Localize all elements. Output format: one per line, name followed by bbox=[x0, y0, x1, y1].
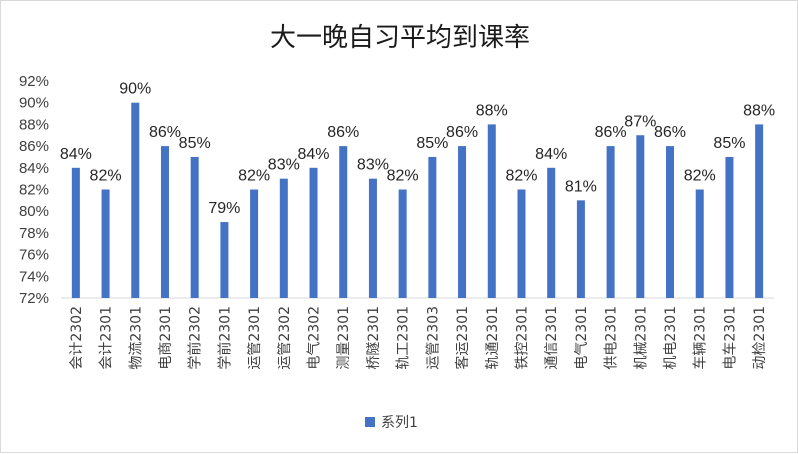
data-label-6: 79% bbox=[208, 200, 240, 217]
category-label-5: 学前2302 bbox=[187, 306, 204, 370]
bar-9 bbox=[309, 167, 318, 298]
y-tick-label: 76% bbox=[19, 247, 49, 264]
bar-21 bbox=[666, 146, 675, 298]
bar-14 bbox=[458, 146, 467, 298]
category-label-9: 电气2302 bbox=[307, 306, 323, 370]
data-label-11: 83% bbox=[357, 157, 389, 174]
bar-13 bbox=[428, 156, 437, 298]
data-label-8: 83% bbox=[268, 157, 300, 174]
data-label-23: 85% bbox=[713, 135, 745, 152]
data-label-4: 86% bbox=[149, 124, 181, 141]
category-label-8: 运管2302 bbox=[277, 306, 293, 370]
data-label-21: 86% bbox=[654, 124, 686, 141]
bar-series bbox=[71, 102, 764, 299]
category-label-21: 机电2301 bbox=[663, 306, 679, 370]
data-label-1: 84% bbox=[60, 146, 92, 163]
data-label-18: 81% bbox=[565, 178, 597, 195]
category-label-2: 会计2301 bbox=[99, 306, 115, 370]
data-label-3: 90% bbox=[119, 81, 151, 98]
category-label-23: 电车2301 bbox=[721, 306, 738, 370]
legend: 系列1 bbox=[365, 415, 418, 431]
bar-5 bbox=[190, 156, 199, 298]
category-label-22: 车辆2301 bbox=[692, 306, 709, 370]
data-label-20: 87% bbox=[624, 113, 656, 130]
y-tick-label: 78% bbox=[19, 225, 49, 242]
category-label-1: 会计2302 bbox=[69, 306, 85, 370]
data-label-14: 86% bbox=[446, 124, 478, 141]
bar-3 bbox=[131, 102, 140, 298]
category-label-24: 动检2301 bbox=[752, 306, 768, 370]
y-axis: 72% 74% 76% 78% 80% 82% 84% 86% 88% 90% 92% bbox=[19, 73, 49, 307]
category-label-16: 铁控2301 bbox=[514, 306, 530, 370]
y-tick-label: 74% bbox=[19, 268, 49, 285]
bar-15 bbox=[487, 124, 496, 299]
category-label-17: 通信2301 bbox=[544, 306, 560, 370]
y-tick-label: 84% bbox=[19, 160, 49, 177]
data-label-5: 85% bbox=[179, 135, 211, 152]
data-label-7: 82% bbox=[238, 168, 270, 185]
data-label-2: 82% bbox=[90, 168, 122, 185]
data-label-15: 88% bbox=[476, 102, 508, 119]
category-label-4: 电商2301 bbox=[158, 306, 174, 370]
bar-22 bbox=[695, 189, 704, 298]
category-label-20: 机械2301 bbox=[633, 306, 649, 370]
bar-7 bbox=[250, 189, 259, 298]
data-label-12: 82% bbox=[387, 168, 419, 185]
data-label-9: 84% bbox=[298, 146, 330, 163]
data-label-16: 82% bbox=[505, 168, 537, 185]
bar-8 bbox=[279, 178, 288, 298]
category-label-15: 轨通2301 bbox=[485, 306, 501, 370]
y-tick-label: 86% bbox=[19, 138, 49, 155]
bar-4 bbox=[160, 146, 169, 298]
chart-title: 大一晚自习平均到课率 bbox=[270, 23, 530, 53]
data-label-19: 86% bbox=[595, 124, 627, 141]
bar-20 bbox=[636, 135, 645, 298]
data-labels: 84%82%90%86%85%79%82%83%84%86%83%82%85%8… bbox=[60, 81, 775, 217]
data-label-22: 82% bbox=[684, 168, 716, 185]
legend-label-series-1: 系列1 bbox=[381, 415, 418, 431]
category-label-12: 轨工2301 bbox=[396, 306, 412, 370]
bar-24 bbox=[755, 124, 764, 299]
category-label-19: 供电2301 bbox=[604, 306, 620, 370]
category-label-3: 物流2301 bbox=[128, 306, 144, 370]
y-tick-label: 82% bbox=[19, 182, 49, 199]
y-tick-label: 72% bbox=[19, 290, 49, 307]
bar-18 bbox=[576, 200, 585, 298]
bar-1 bbox=[71, 167, 80, 298]
y-tick-label: 80% bbox=[19, 203, 49, 220]
y-tick-label: 90% bbox=[19, 95, 49, 112]
y-tick-label: 92% bbox=[19, 73, 49, 90]
category-labels: 会计2302 会计2301 物流2301 电商2301 学前2302 学前2301 运管23… bbox=[69, 306, 768, 370]
bar-6 bbox=[220, 222, 229, 298]
category-label-18: 电气2301 bbox=[574, 306, 590, 370]
bar-12 bbox=[398, 189, 407, 298]
data-label-10: 86% bbox=[327, 124, 359, 141]
bar-17 bbox=[547, 167, 556, 298]
data-label-24: 88% bbox=[743, 102, 775, 119]
category-label-13: 运管2303 bbox=[425, 306, 441, 370]
bar-19 bbox=[606, 146, 615, 298]
bar-11 bbox=[368, 178, 377, 298]
data-label-17: 84% bbox=[535, 146, 567, 163]
category-label-6: 学前2301 bbox=[216, 306, 233, 370]
category-label-7: 运管2301 bbox=[247, 306, 263, 370]
category-label-14: 客运2301 bbox=[454, 306, 471, 370]
legend-swatch bbox=[365, 417, 375, 427]
bar-16 bbox=[517, 189, 526, 298]
category-label-10: 测量2301 bbox=[336, 306, 352, 370]
bar-10 bbox=[339, 146, 348, 298]
bar-2 bbox=[101, 189, 110, 298]
data-label-13: 85% bbox=[416, 135, 448, 152]
y-tick-label: 88% bbox=[19, 116, 49, 133]
category-label-11: 桥隧2301 bbox=[366, 306, 382, 370]
bar-23 bbox=[725, 156, 734, 298]
